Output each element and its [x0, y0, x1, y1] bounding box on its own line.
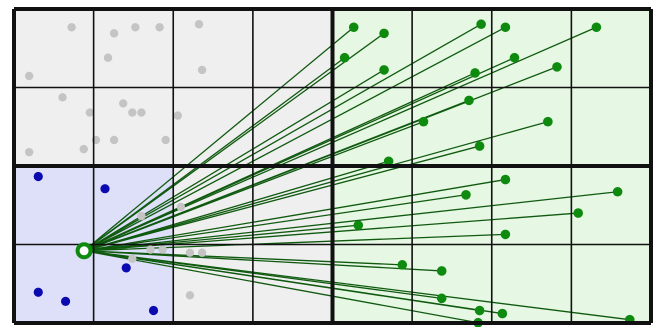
gray-point — [155, 23, 164, 32]
gray-point — [176, 202, 186, 212]
gray-point — [194, 20, 204, 29]
green-point — [591, 22, 602, 33]
gray-point — [67, 23, 76, 32]
green-point — [474, 305, 485, 316]
gray-point — [137, 211, 146, 221]
query-point-layer — [75, 242, 93, 260]
blue-points-layer — [33, 171, 159, 316]
ray-line — [83, 250, 503, 315]
gray-point — [185, 291, 195, 300]
query-point — [75, 242, 93, 260]
green-point — [500, 174, 511, 185]
gray-points-layer — [24, 20, 207, 300]
ray-line — [83, 26, 355, 252]
ray-line — [83, 250, 630, 321]
ray-line — [83, 57, 346, 252]
gray-point — [119, 99, 128, 108]
ray-line — [83, 26, 506, 252]
green-point — [436, 266, 447, 276]
gray-point — [185, 248, 195, 257]
ray-line — [83, 121, 549, 252]
green-point — [418, 116, 429, 127]
green-point — [474, 141, 485, 151]
ray-line — [83, 194, 467, 252]
ray-line — [83, 145, 480, 252]
ray-line — [83, 178, 506, 252]
gray-point — [79, 144, 88, 154]
green-point — [612, 186, 623, 197]
ray-line — [84, 250, 442, 272]
grid-lines-layer — [12, 7, 653, 325]
green-point — [383, 156, 394, 167]
gray-point — [197, 248, 207, 257]
blue-point — [33, 287, 43, 297]
gray-point — [24, 71, 34, 81]
gray-point — [137, 108, 146, 117]
green-point — [339, 52, 350, 63]
gray-point — [128, 108, 137, 117]
ray-line — [83, 160, 389, 252]
green-point — [497, 308, 508, 319]
ray-line — [83, 121, 424, 252]
blue-point — [33, 171, 43, 182]
rays-layer — [83, 23, 630, 324]
ray-line — [83, 23, 482, 252]
green-point — [379, 28, 389, 39]
green-point — [500, 229, 511, 240]
gray-point — [146, 245, 155, 254]
green-point — [470, 68, 480, 78]
gray-point — [158, 245, 167, 254]
gray-point — [58, 93, 67, 102]
green-point — [348, 22, 359, 33]
ray-line — [83, 26, 597, 252]
green-point — [397, 260, 408, 270]
blue-point — [100, 184, 110, 194]
green-point — [436, 293, 447, 304]
gray-point — [197, 65, 207, 75]
green-point — [509, 52, 520, 63]
ray-line — [83, 57, 515, 252]
gray-point — [131, 23, 140, 32]
green-point — [461, 189, 471, 200]
green-point — [500, 22, 511, 33]
green-point — [552, 62, 562, 72]
green-point — [543, 116, 553, 127]
gray-point — [109, 135, 119, 145]
gray-point — [24, 147, 34, 157]
blue-point — [121, 263, 131, 273]
gray-point — [103, 53, 113, 62]
green-point — [353, 220, 364, 231]
green-point — [379, 65, 389, 75]
gray-point — [85, 108, 95, 117]
gray-point — [109, 29, 119, 38]
ray-line — [84, 224, 359, 252]
green-point — [476, 19, 486, 30]
gray-point — [161, 135, 170, 145]
green-point — [573, 208, 583, 218]
gray-point — [128, 254, 137, 263]
gray-point — [173, 111, 182, 120]
blue-point — [148, 305, 159, 316]
blue-point — [60, 296, 71, 306]
green-point — [464, 95, 474, 106]
